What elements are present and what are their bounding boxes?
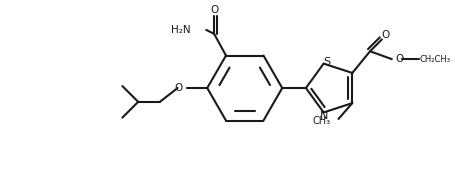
Text: S: S — [322, 57, 329, 67]
Text: O: O — [210, 5, 218, 15]
Text: O: O — [174, 83, 182, 93]
Text: CH₃: CH₃ — [312, 116, 330, 126]
Text: O: O — [395, 54, 403, 64]
Text: N: N — [319, 111, 327, 121]
Text: O: O — [381, 30, 389, 40]
Text: H₂N: H₂N — [171, 25, 190, 35]
Text: CH₂CH₃: CH₂CH₃ — [419, 55, 450, 64]
